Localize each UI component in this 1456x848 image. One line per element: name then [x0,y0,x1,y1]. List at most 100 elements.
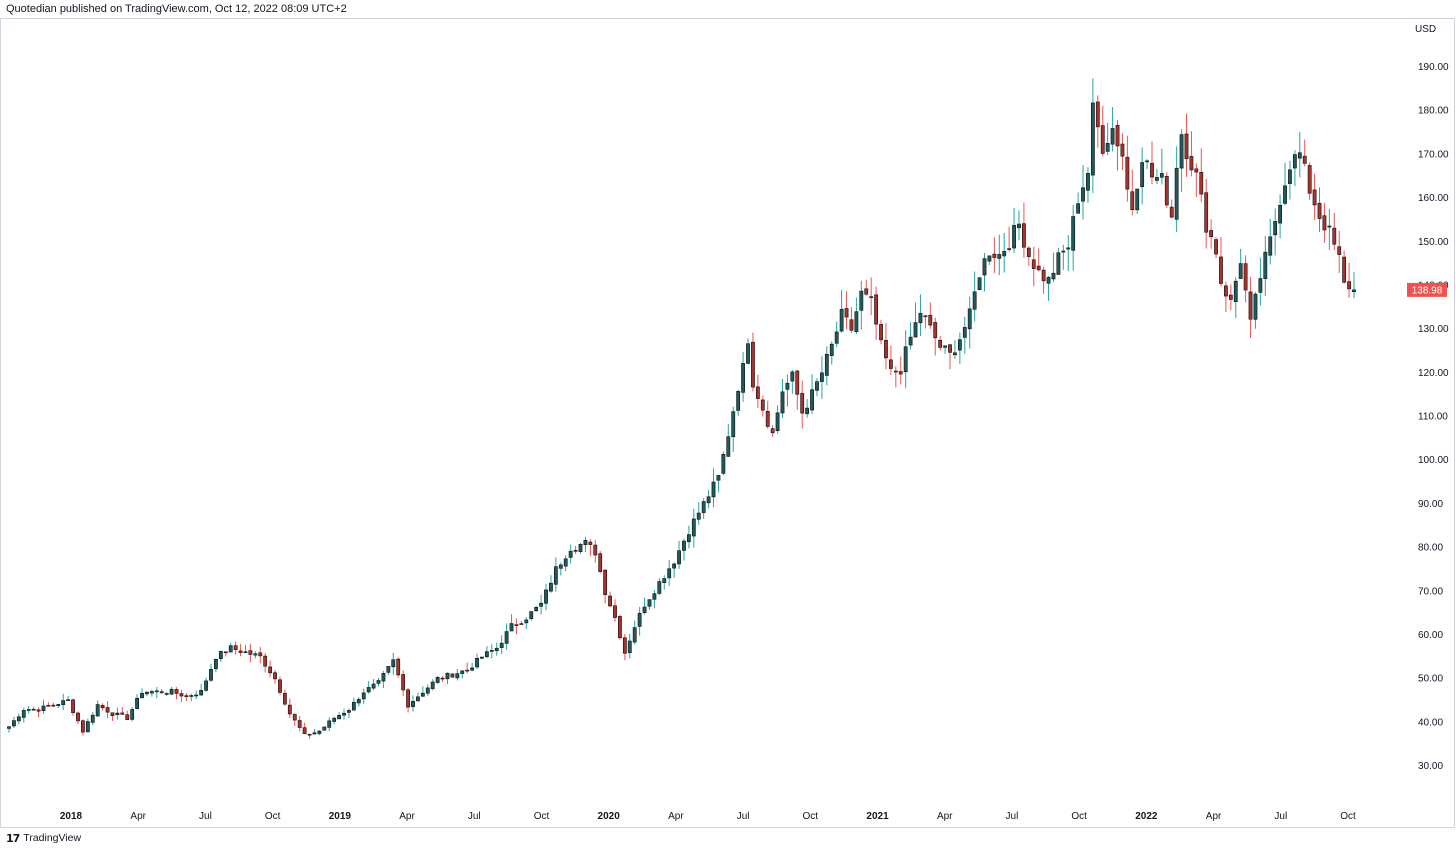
candle-up [480,656,484,659]
chart-frame[interactable]: 30.00 40.00 50.00 60.00 70.00 80.00 90.00 100.0… [0,18,1455,828]
candle-up [209,668,213,681]
x-tick-label: Oct [1340,811,1356,822]
candle-up [95,704,100,717]
candle-up [1263,251,1268,279]
candle-down [1036,265,1041,271]
candle-up [194,694,199,697]
x-tick-label: 2019 [329,811,352,822]
candle-down [184,695,189,697]
candle-down [755,386,760,399]
candle-up [16,716,21,722]
candle-down [287,704,292,715]
candle-up [425,687,430,694]
candle-up [1145,160,1149,163]
candle-down [36,709,41,712]
candle-down [948,344,952,353]
candle-up [499,642,504,648]
brand-name: TradingView [23,832,82,844]
candle-up [810,389,814,411]
candle-up [691,518,696,537]
candle-down [297,720,302,728]
candle-up [1268,236,1273,256]
candle-up [1066,247,1071,250]
candle-up [657,581,662,594]
candle-up [790,371,795,382]
candle-down [598,553,603,572]
candle-up [61,700,66,706]
candle-up [204,680,208,691]
candle-down [174,689,179,694]
candle-down [1022,223,1026,248]
candle-down [1243,263,1248,291]
candle-up [637,612,642,627]
candle-down [879,324,883,341]
candle-down [898,371,903,375]
candle-up [972,291,977,310]
candle-down [1214,239,1218,255]
candle-up [632,627,637,643]
candle-up [135,697,139,709]
candle-up [711,481,716,498]
candle-down [751,341,755,388]
y-tick-label: 90.00 [1418,499,1443,510]
candle-down [159,691,164,694]
candle-down [923,315,928,318]
candle-down [1224,285,1228,297]
candle-up [953,352,957,356]
candle-up [31,708,36,711]
candle-up [736,391,741,411]
candle-down [51,704,56,707]
candle-up [1238,263,1243,279]
candle-up [154,690,159,693]
candle-up [726,436,731,457]
x-tick-label: Apr [668,811,684,822]
tradingview-footer[interactable]: 17 TradingView [6,830,81,846]
candle-up [85,721,90,733]
candle-down [1026,247,1031,257]
candle-up [1140,162,1145,188]
y-tick-label: 160.00 [1418,193,1449,204]
candle-up [356,699,361,704]
candle-down [622,637,627,654]
candle-up [627,640,632,653]
candle-down [1184,133,1189,160]
candle-down [273,672,277,680]
candle-up [785,382,790,390]
candle-down [1204,192,1209,233]
candle-up [903,346,908,373]
candle-down [278,679,282,693]
candle-up [741,363,745,393]
y-tick-label: 180.00 [1418,106,1449,117]
candle-down [302,727,307,734]
y-tick-label: 150.00 [1418,237,1449,248]
x-tick-label: 2020 [598,811,621,822]
candle-down [888,359,893,369]
candle-up [130,709,135,720]
candlestick-chart[interactable]: 30.00 40.00 50.00 60.00 70.00 80.00 90.00 100.0… [1,19,1456,829]
candle-down [1302,155,1307,164]
candle-up [1086,173,1090,191]
candle-up [967,308,972,330]
candle-up [371,683,376,689]
candle-up [460,670,465,674]
x-tick-label: Jul [1006,811,1019,822]
candle-up [1159,173,1164,178]
candle-up [824,353,829,376]
last-price-tag: 138.98 [1407,282,1447,297]
candle-up [347,710,351,713]
candle-up [1110,128,1115,145]
candle-down [223,651,228,654]
candle-up [1056,252,1061,275]
candle-up [420,692,425,697]
candle-down [884,339,888,359]
candle-down [81,720,85,733]
candle-up [1273,221,1278,236]
candle-down [263,655,268,667]
candle-down [258,652,263,657]
candle-up [115,712,120,716]
candle-down [396,658,401,676]
candle-up [563,558,568,567]
candle-up [839,308,844,332]
candle-down [1209,230,1214,238]
candle-down [800,393,805,414]
